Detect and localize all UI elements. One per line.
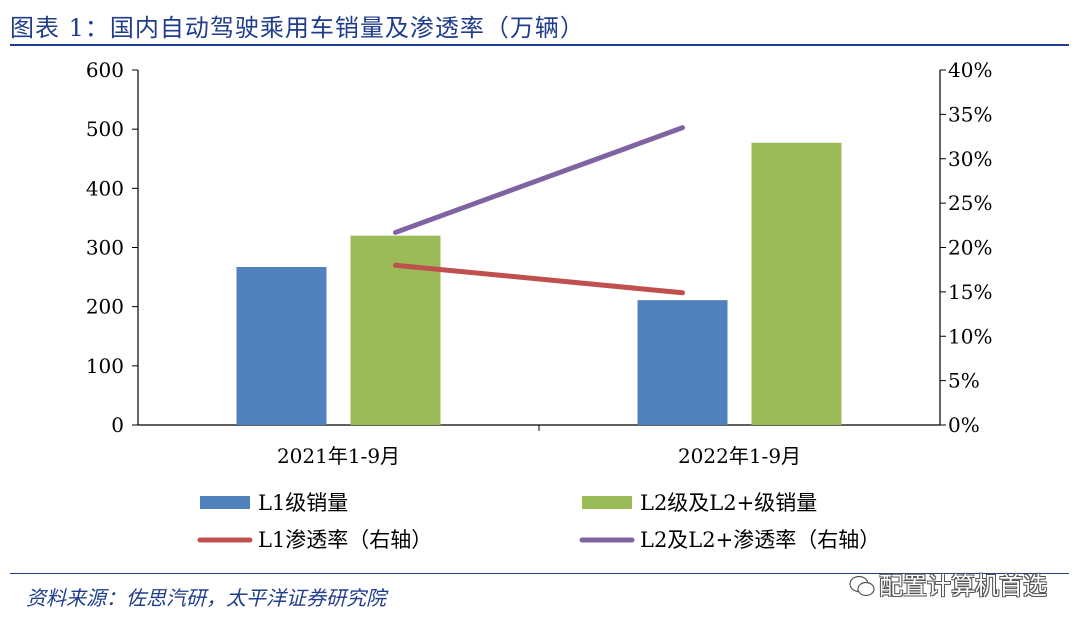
left-tick-label: 400 — [86, 176, 124, 200]
right-tick-label: 5% — [948, 369, 980, 393]
left-tick-label: 600 — [86, 58, 124, 82]
right-tick-label: 35% — [948, 102, 992, 126]
source-note: 资料来源：佐思汽研，太平洋证券研究院 — [26, 586, 386, 610]
right-axis-ticks: 0% 5% 10% 15% 20% 25% 30% 35% 40% — [940, 58, 992, 437]
bars — [236, 142, 842, 425]
legend-swatch — [582, 496, 632, 509]
legend: L1级销量 L2级及L2+级销量 L1渗透率（右轴） L2及L2+渗透率（右轴） — [197, 491, 880, 552]
right-tick-label: 10% — [948, 324, 992, 348]
watermark: 配置计算机首选 — [849, 566, 1047, 601]
category-label: 2021年1-9月 — [277, 444, 400, 468]
legend-label: L2及L2+渗透率（右轴） — [640, 528, 880, 552]
watermark-text: 配置计算机首选 — [879, 572, 1047, 600]
left-tick-label: 100 — [86, 354, 124, 378]
legend-label: L2级及L2+级销量 — [640, 491, 817, 515]
right-tick-label: 15% — [948, 280, 992, 304]
right-tick-label: 30% — [948, 147, 992, 171]
right-tick-label: 40% — [948, 58, 992, 82]
left-tick-label: 500 — [86, 117, 124, 141]
bar — [236, 267, 327, 425]
left-axis-ticks: 0 100 200 300 400 500 600 — [86, 58, 138, 437]
legend-label: L1渗透率（右轴） — [258, 528, 432, 552]
left-tick-label: 200 — [86, 295, 124, 319]
left-tick-label: 300 — [86, 236, 124, 260]
source-divider — [10, 573, 1069, 574]
lines — [393, 125, 685, 296]
left-tick-label: 0 — [111, 413, 124, 437]
page-title: 图表 1：国内自动驾驶乘用车销量及渗透率（万辆） — [10, 14, 585, 42]
combo-chart: 0 100 200 300 400 500 600 0% 5% 10% 15% 20% 25% 30% 3… — [86, 58, 993, 552]
bar — [637, 300, 728, 425]
right-tick-label: 20% — [948, 236, 992, 260]
category-label: 2022年1-9月 — [678, 444, 801, 468]
legend-swatch — [200, 496, 250, 509]
series-line — [393, 262, 685, 296]
bar — [751, 142, 842, 425]
series-line — [393, 125, 685, 235]
title-divider — [10, 44, 1069, 46]
wechat-icon — [849, 575, 875, 597]
right-tick-label: 25% — [948, 191, 992, 215]
legend-label: L1级销量 — [258, 491, 348, 515]
category-labels: 2021年1-9月 2022年1-9月 — [277, 444, 801, 468]
right-tick-label: 0% — [948, 413, 980, 437]
